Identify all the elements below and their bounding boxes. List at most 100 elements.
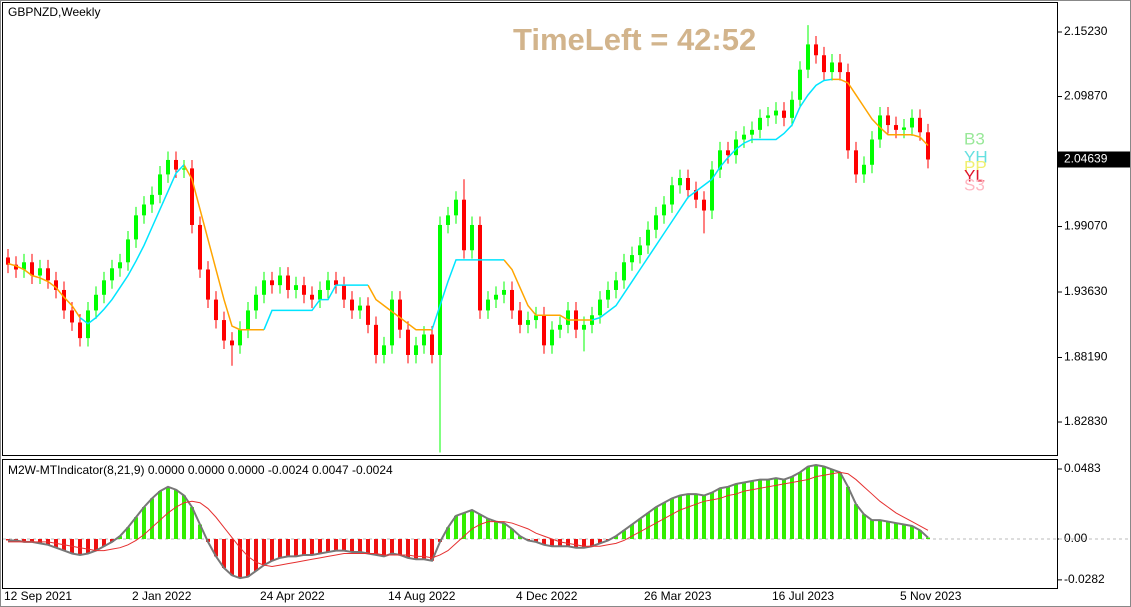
histogram-bar xyxy=(694,494,698,540)
candle-body xyxy=(598,299,602,316)
candle-body xyxy=(374,324,378,355)
histogram-bar xyxy=(358,539,362,553)
histogram-bar xyxy=(670,498,674,540)
histogram-bar xyxy=(262,539,266,566)
x-tick-label: 2 Jan 2022 xyxy=(132,589,192,603)
indicator-title: M2W-MTIndicator(8,21,9) 0.0000 0.0000 0.… xyxy=(8,463,393,477)
candle-body xyxy=(254,294,258,311)
candle-body xyxy=(174,159,178,170)
histogram-bar xyxy=(270,539,274,561)
histogram-bar xyxy=(326,539,330,553)
y-tick-label: 0.00 xyxy=(1064,531,1088,545)
histogram-bar xyxy=(550,539,554,547)
candle-body xyxy=(350,299,354,311)
histogram-bar xyxy=(638,518,642,540)
candle-body xyxy=(822,55,826,73)
histogram-bar xyxy=(662,502,666,540)
histogram-bar xyxy=(334,539,338,551)
candle-body xyxy=(198,224,202,270)
indicator-panel xyxy=(2,459,1058,589)
candle-body xyxy=(222,320,226,341)
histogram-bar xyxy=(598,539,602,544)
histogram-bar xyxy=(382,539,386,557)
candle-body xyxy=(918,117,922,133)
candle-body xyxy=(70,310,74,323)
candle-body xyxy=(734,139,738,156)
candle-body xyxy=(366,305,370,325)
x-tick-label: 4 Dec 2022 xyxy=(516,589,578,603)
histogram-bar xyxy=(926,537,930,540)
histogram-bar xyxy=(870,520,874,540)
candle-body xyxy=(246,310,250,330)
histogram-bar xyxy=(350,539,354,553)
candle-body xyxy=(142,204,146,216)
price-marker xyxy=(1058,151,1130,168)
candle-body xyxy=(654,215,658,230)
histogram-bar xyxy=(774,478,778,540)
trail-line xyxy=(79,78,833,330)
candle-body xyxy=(446,215,450,225)
histogram-bar xyxy=(822,466,826,540)
candle-body xyxy=(110,268,114,281)
candle-body xyxy=(710,169,714,211)
candle-body xyxy=(326,280,330,290)
candle-body xyxy=(910,117,914,128)
candle-body xyxy=(158,174,162,195)
candle-body xyxy=(662,204,666,216)
histogram-bar xyxy=(686,494,690,540)
histogram-bar xyxy=(430,539,434,561)
histogram-bar xyxy=(302,539,306,555)
histogram-bar xyxy=(734,483,738,540)
level-label: YL xyxy=(964,166,985,185)
histogram-bar xyxy=(278,539,282,558)
histogram-bar xyxy=(622,530,626,540)
candle-body xyxy=(894,125,898,130)
histogram-bar xyxy=(502,523,506,540)
candle-body xyxy=(118,262,122,269)
histogram-bar xyxy=(830,469,834,540)
candle-body xyxy=(774,110,778,116)
candle-body xyxy=(902,127,906,130)
histogram-bar xyxy=(614,536,618,540)
histogram-bar xyxy=(294,539,298,557)
candle-body xyxy=(30,262,34,276)
price-label: 2.04639 xyxy=(1064,152,1108,166)
candle-body xyxy=(302,285,306,295)
candle-body xyxy=(382,345,386,355)
histogram-bar xyxy=(470,510,474,540)
histogram-bar xyxy=(486,518,490,540)
candle-body xyxy=(766,115,770,118)
candle-body xyxy=(542,315,546,346)
histogram-bar xyxy=(150,498,154,540)
histogram-bar xyxy=(446,527,450,540)
candle-body xyxy=(838,62,842,73)
candle-body xyxy=(494,294,498,300)
histogram-bar xyxy=(398,539,402,555)
x-tick-label: 5 Nov 2023 xyxy=(900,589,962,603)
level-label: PP xyxy=(964,157,987,176)
candle-body xyxy=(318,289,322,300)
histogram-bar xyxy=(798,472,802,540)
histogram-bar xyxy=(422,539,426,560)
candle-body xyxy=(830,62,834,73)
candle-body xyxy=(430,334,434,355)
candle-body xyxy=(718,150,722,170)
candle-body xyxy=(126,239,130,263)
candle-body xyxy=(334,280,338,286)
candle-body xyxy=(526,320,530,325)
candle-body xyxy=(702,199,706,211)
histogram-bar xyxy=(254,539,258,571)
candle-body xyxy=(670,185,674,205)
histogram-bar xyxy=(782,479,786,540)
candle-body xyxy=(694,190,698,200)
histogram-bar xyxy=(534,539,538,542)
histogram-bar xyxy=(374,539,378,555)
histogram-bar xyxy=(678,495,682,540)
candle-body xyxy=(790,99,794,118)
candle-body xyxy=(550,329,554,346)
candle-body xyxy=(94,294,98,311)
time-left: TimeLeft = 42:52 xyxy=(513,22,756,57)
histogram-bar xyxy=(582,539,586,548)
candle-body xyxy=(478,224,482,311)
candle-body xyxy=(406,329,410,355)
